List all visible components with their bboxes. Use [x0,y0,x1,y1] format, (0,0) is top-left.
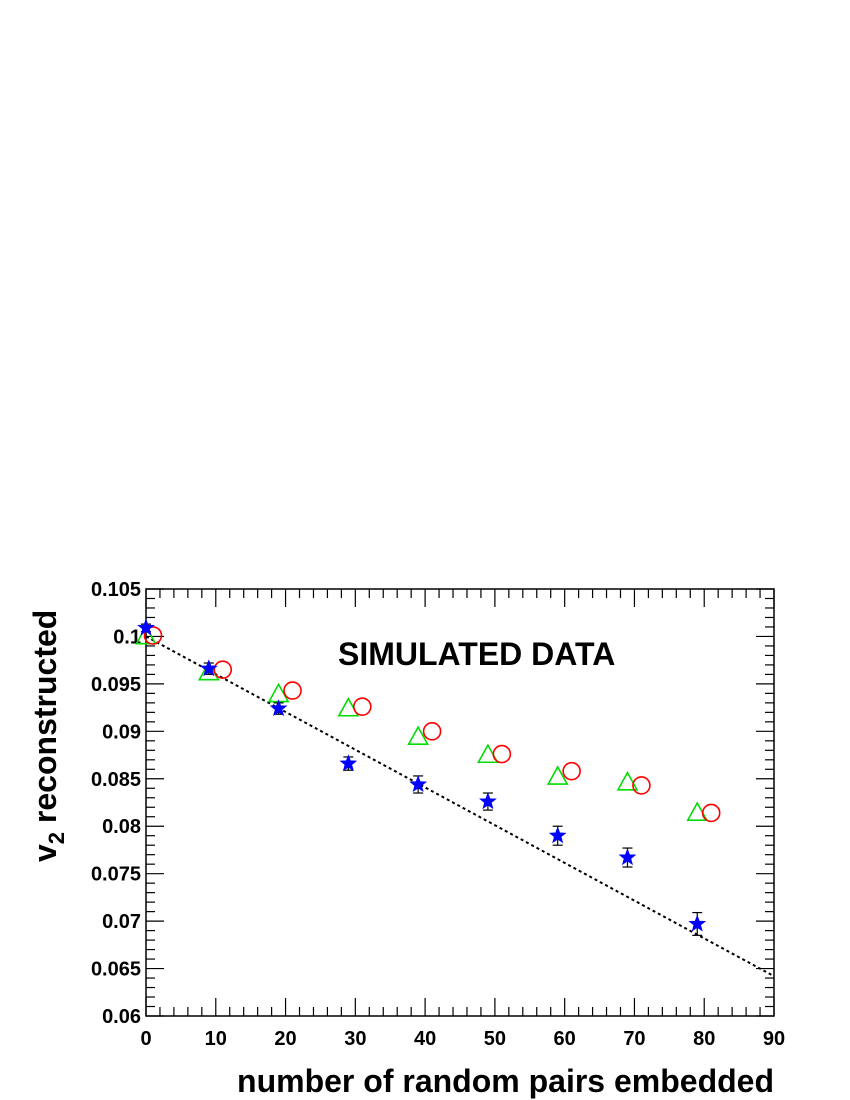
triangle-marker [407,725,429,746]
triangle-marker [616,771,639,791]
y-tick-label: 0.065 [91,959,141,981]
y-tick-label: 0.09 [102,721,141,743]
star-marker [137,618,155,636]
data-marks [135,618,721,936]
star-marker [339,754,358,772]
circle-marker [422,722,442,741]
annotation-simulated-data: SIMULATED DATA [338,636,615,672]
y-tick-label: 0.075 [91,864,141,886]
x-tick-label: 80 [693,1028,715,1050]
y-axis-title-sub: 2 [44,832,69,844]
circle-marker [492,744,512,764]
y-tick-label: 0.07 [102,911,141,933]
y-tick-label: 0.105 [91,579,141,601]
y-tick-label: 0.06 [102,1006,141,1028]
x-tick-label: 70 [623,1028,645,1050]
circle-marker [353,697,372,716]
y-axis-title-rest: reconstructed [27,610,63,832]
fit-line [145,635,775,978]
x-tick-label: 50 [484,1028,506,1050]
star-marker [479,792,497,810]
y-tick-label: 0.085 [91,769,141,791]
x-tick-labels: 0 10 20 30 40 50 60 70 80 90 [140,1028,785,1050]
triangle-marker [546,765,569,785]
x-tick-label: 40 [414,1028,436,1050]
star-marker [269,699,288,717]
circle-marker [701,803,721,823]
x-axis-title: number of random pairs embedded [237,1063,774,1099]
plot-frame [145,588,775,1017]
star-marker [618,848,637,866]
y-axis-title: v2 reconstructed [27,610,69,862]
circle-marker [213,660,233,679]
x-tick-label: 60 [554,1028,576,1050]
star-marker [409,775,428,793]
x-tick-label: 0 [140,1028,151,1050]
circle-marker [143,626,163,645]
star-marker [199,659,218,677]
fit-line-group [145,635,775,978]
circle-marker [562,761,581,781]
triangle-marker [135,624,157,645]
circle-marker [283,681,302,700]
y-tick-labels: 0.060.0650.070.0750.080.0850.090.0950.10… [91,579,141,1028]
star-marker [688,914,707,932]
x-tick-label: 30 [344,1028,366,1050]
x-tick-label: 10 [205,1028,227,1050]
y-tick-label: 0.1 [113,626,141,648]
y-tick-label: 0.08 [102,816,141,838]
triangle-marker [686,801,709,821]
triangle-marker [197,660,220,681]
star-marker [548,826,567,844]
circle-marker [632,776,651,795]
y-axis-title-main: v [27,844,63,862]
x-tick-label: 20 [274,1028,296,1050]
axis-ticks [145,588,775,1017]
x-tick-label: 90 [763,1028,785,1050]
y-tick-label: 0.095 [91,674,141,696]
